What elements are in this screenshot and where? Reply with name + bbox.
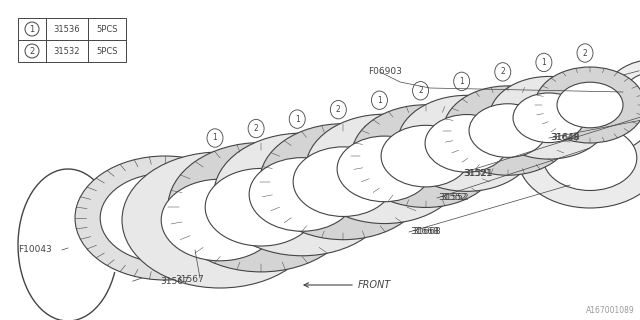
Text: 31552: 31552 — [438, 194, 467, 203]
Ellipse shape — [214, 133, 390, 256]
Ellipse shape — [100, 173, 230, 263]
Text: 2: 2 — [29, 46, 35, 55]
Text: 31532: 31532 — [54, 46, 80, 55]
Ellipse shape — [518, 108, 640, 208]
Text: 1: 1 — [29, 25, 35, 34]
Ellipse shape — [444, 86, 572, 175]
Ellipse shape — [25, 44, 39, 58]
Text: 1: 1 — [295, 115, 300, 124]
Ellipse shape — [543, 125, 637, 190]
Text: A167001089: A167001089 — [586, 306, 635, 315]
Text: 1: 1 — [460, 77, 464, 86]
Ellipse shape — [623, 72, 640, 118]
Ellipse shape — [381, 125, 470, 187]
Ellipse shape — [557, 82, 623, 128]
Ellipse shape — [293, 147, 394, 216]
Ellipse shape — [305, 114, 463, 224]
Text: F06903: F06903 — [368, 68, 402, 76]
Ellipse shape — [337, 136, 432, 202]
Text: 31668: 31668 — [412, 228, 441, 236]
Text: FRONT: FRONT — [358, 280, 391, 290]
Ellipse shape — [75, 156, 255, 280]
Ellipse shape — [397, 95, 536, 191]
Ellipse shape — [513, 93, 585, 143]
Ellipse shape — [577, 44, 593, 62]
Ellipse shape — [168, 142, 355, 272]
Ellipse shape — [289, 110, 305, 128]
Text: 1: 1 — [541, 58, 547, 67]
Text: 31668: 31668 — [410, 228, 439, 236]
Text: 31552: 31552 — [440, 194, 468, 203]
Bar — [18, 18, 126, 62]
Ellipse shape — [205, 168, 317, 246]
Text: 5PCS: 5PCS — [96, 46, 118, 55]
Ellipse shape — [351, 105, 500, 207]
Ellipse shape — [248, 119, 264, 138]
Text: 31648: 31648 — [551, 133, 580, 142]
Text: F10043: F10043 — [18, 245, 52, 254]
Text: 31648: 31648 — [550, 133, 579, 142]
Ellipse shape — [425, 115, 508, 172]
Ellipse shape — [552, 85, 640, 165]
Ellipse shape — [413, 82, 429, 100]
Text: 31567: 31567 — [175, 276, 204, 284]
Ellipse shape — [469, 104, 547, 157]
Ellipse shape — [249, 158, 355, 231]
Ellipse shape — [260, 124, 427, 240]
Ellipse shape — [454, 72, 470, 91]
Text: 1: 1 — [212, 133, 218, 142]
Ellipse shape — [122, 152, 318, 288]
Text: 2: 2 — [500, 68, 505, 76]
Ellipse shape — [371, 91, 387, 109]
Text: 2: 2 — [336, 105, 340, 114]
Ellipse shape — [330, 100, 346, 119]
Text: 31567: 31567 — [160, 277, 189, 286]
Ellipse shape — [605, 59, 640, 131]
Text: 2: 2 — [253, 124, 259, 133]
Ellipse shape — [489, 76, 609, 159]
Ellipse shape — [572, 99, 640, 151]
Ellipse shape — [25, 22, 39, 36]
Text: 31521: 31521 — [464, 169, 493, 178]
Ellipse shape — [536, 53, 552, 72]
Text: 5PCS: 5PCS — [96, 25, 118, 34]
Ellipse shape — [161, 179, 279, 261]
Ellipse shape — [495, 63, 511, 81]
Text: 31536: 31536 — [54, 25, 80, 34]
Ellipse shape — [207, 129, 223, 147]
Text: 1: 1 — [377, 96, 382, 105]
Text: 31521: 31521 — [463, 169, 492, 178]
Text: 2: 2 — [582, 49, 588, 58]
Text: 2: 2 — [418, 86, 423, 95]
Ellipse shape — [535, 67, 640, 143]
